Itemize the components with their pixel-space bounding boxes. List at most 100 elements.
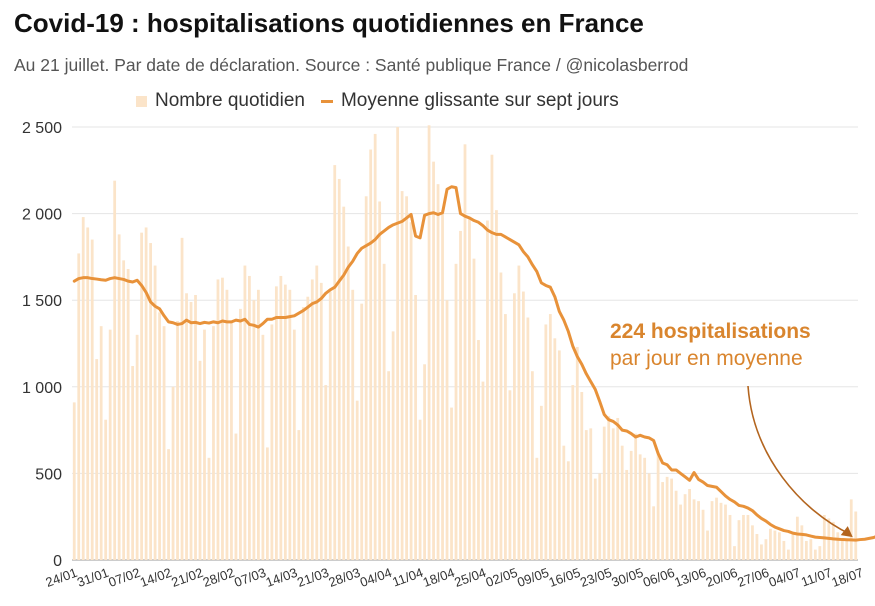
bar	[580, 391, 584, 560]
bar	[333, 165, 337, 560]
legend: Nombre quotidien Moyenne glissante sur s…	[136, 90, 619, 112]
bar	[328, 291, 332, 560]
bar	[719, 502, 723, 560]
bar	[620, 445, 624, 560]
bar	[203, 329, 206, 560]
bar	[252, 300, 256, 560]
bar	[692, 499, 696, 560]
bar	[688, 488, 691, 560]
bar	[104, 419, 108, 560]
bar	[728, 514, 732, 560]
bar	[369, 149, 373, 561]
bar	[351, 289, 355, 560]
bar	[297, 430, 301, 560]
bar	[553, 338, 557, 560]
bar	[674, 490, 678, 560]
x-tick-label: 21/02	[169, 565, 205, 590]
bar	[162, 326, 166, 560]
bar	[450, 407, 453, 560]
bar	[486, 220, 489, 560]
x-tick-label: 27/06	[735, 565, 771, 590]
bar	[248, 275, 251, 560]
bar	[697, 501, 700, 560]
bar	[234, 433, 238, 560]
bar	[818, 546, 822, 560]
bar	[441, 210, 444, 561]
bar	[831, 521, 835, 560]
bar	[661, 482, 665, 560]
bar	[804, 540, 808, 560]
bar	[301, 307, 305, 560]
bar	[638, 454, 642, 560]
bar	[490, 154, 494, 560]
bar	[840, 539, 844, 560]
bar	[571, 385, 575, 560]
bar	[562, 445, 566, 560]
bar	[396, 127, 400, 560]
bar	[288, 289, 292, 560]
bar	[544, 324, 548, 560]
bar	[575, 346, 579, 560]
chart-title: Covid-19 : hospitalisations quotidiennes…	[14, 8, 644, 38]
bar	[598, 473, 602, 560]
bar	[81, 217, 85, 560]
bar	[683, 494, 687, 560]
bar	[117, 234, 121, 560]
bar	[194, 295, 197, 560]
bar	[171, 386, 175, 560]
bar	[391, 331, 395, 560]
bar	[715, 497, 718, 560]
bar	[418, 419, 422, 560]
bar	[589, 428, 593, 560]
bar	[521, 291, 525, 560]
series-line	[72, 185, 875, 542]
bar	[153, 265, 157, 560]
bar	[158, 312, 161, 560]
bar	[185, 293, 188, 560]
bar	[463, 144, 467, 560]
x-tick-label: 06/06	[641, 565, 677, 590]
bar	[800, 525, 804, 560]
bar	[539, 405, 543, 560]
bar	[337, 178, 341, 560]
daily-bars	[72, 125, 858, 561]
y-tick-label: 1 000	[22, 380, 62, 397]
arrow-curve	[747, 385, 851, 535]
bar	[405, 196, 409, 560]
x-tick-label: 14/02	[138, 565, 174, 590]
y-axis: 0 500 1 000 1 500 2 000 2 500	[22, 120, 62, 570]
bar	[701, 509, 705, 560]
bar	[149, 243, 152, 560]
arrow-head	[840, 526, 853, 538]
bar	[652, 506, 656, 560]
bar	[378, 201, 382, 560]
bar	[239, 308, 242, 560]
bar	[230, 322, 233, 560]
x-tick-label: 09/05	[515, 565, 551, 590]
x-tick-label: 25/04	[452, 565, 488, 590]
bar	[270, 324, 274, 560]
bar	[167, 449, 170, 560]
bar	[477, 340, 480, 560]
bar	[216, 279, 220, 560]
bar	[99, 326, 103, 560]
bar	[665, 476, 669, 560]
bar	[584, 430, 588, 560]
bar	[472, 258, 476, 560]
bar	[566, 461, 570, 560]
bar	[724, 504, 727, 560]
annotation-arrow	[747, 385, 853, 538]
bar	[445, 300, 449, 560]
chart-subtitle: Au 21 juillet. Par date de déclaration. …	[14, 55, 689, 75]
bar	[733, 546, 736, 560]
bar	[364, 196, 368, 560]
bar	[836, 532, 840, 560]
bar	[212, 326, 215, 560]
bar	[535, 457, 539, 560]
bar	[310, 279, 314, 560]
bar	[198, 360, 202, 560]
bar	[274, 286, 278, 560]
bar	[656, 452, 660, 560]
bar	[778, 532, 781, 560]
